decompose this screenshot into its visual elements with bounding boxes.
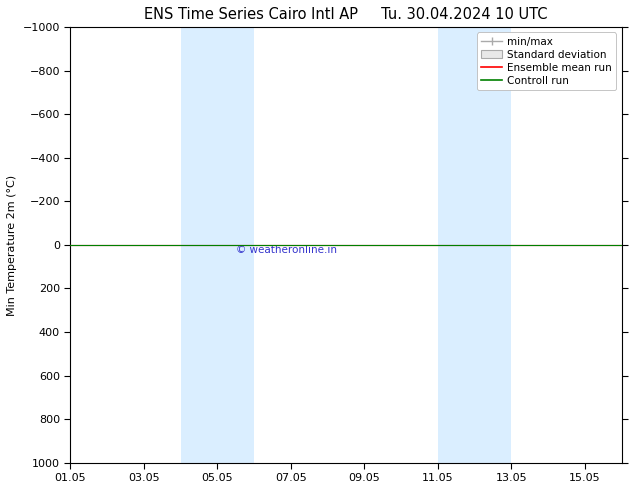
Bar [437,27,511,463]
Text: © weatheronline.in: © weatheronline.in [236,245,337,255]
Legend: min/max, Standard deviation, Ensemble mean run, Controll run: min/max, Standard deviation, Ensemble me… [477,32,616,90]
Bar [181,27,254,463]
Y-axis label: Min Temperature 2m (°C): Min Temperature 2m (°C) [7,174,17,316]
Title: ENS Time Series Cairo Intl AP     Tu. 30.04.2024 10 UTC: ENS Time Series Cairo Intl AP Tu. 30.04.… [144,7,548,22]
